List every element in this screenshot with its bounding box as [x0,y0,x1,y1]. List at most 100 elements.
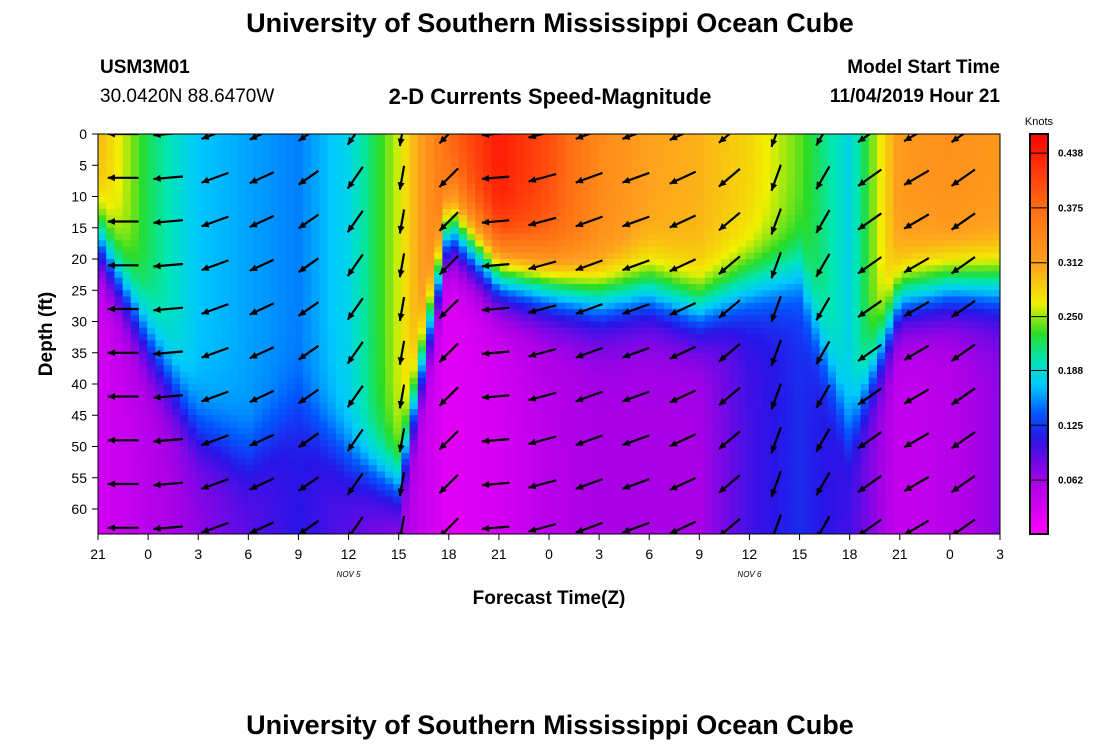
heat-cell [180,202,189,210]
heat-cell [286,240,296,248]
heat-cell [114,277,124,285]
heat-cell [303,509,312,516]
heat-cell [278,202,288,210]
heat-cell [106,271,115,279]
heat-cell [278,459,288,466]
heat-cell [672,359,681,366]
heat-cell [204,384,214,391]
heat-cell [606,327,616,335]
heat-cell [565,265,575,273]
heat-cell [499,165,509,173]
heat-cell [303,521,312,529]
heat-cell [532,515,542,523]
heat-cell [401,527,411,534]
heat-cell [606,202,616,210]
heat-cell [614,190,624,198]
heat-cell [450,134,460,141]
heat-cell [655,340,665,348]
heat-cell [130,484,140,491]
heat-cell [565,377,575,385]
heat-cell [565,296,575,304]
heat-cell [524,515,534,523]
heat-cell [540,390,550,398]
heat-cell [327,502,337,510]
heat-cell [344,215,353,223]
heat-cell [335,159,345,166]
heat-cell [360,271,370,279]
heat-cell [409,502,419,510]
heat-cell [417,252,427,260]
heat-cell [155,302,165,310]
heat-cell [475,265,484,273]
heat-cell [376,346,386,354]
heat-cell [499,352,509,360]
heat-cell [319,252,329,260]
heat-cell [278,490,288,498]
heat-cell [196,315,206,323]
heat-cell [532,359,542,366]
heat-cell [491,384,501,391]
heat-cell [573,415,583,423]
heat-cell [581,177,591,185]
heat-cell [155,209,165,216]
heat-cell [294,415,304,423]
heat-cell [606,215,616,223]
heat-cell [532,259,542,266]
heat-cell [721,371,730,379]
heat-cell [212,321,222,329]
heat-cell [376,359,386,366]
heat-cell [245,477,255,485]
heat-cell [590,277,599,285]
heat-cell [729,515,739,523]
heat-cell [368,384,378,391]
heat-cell [499,359,509,366]
heat-cell [139,365,148,373]
heat-cell [335,477,345,485]
heat-cell [499,177,509,185]
heat-cell [614,459,624,466]
heat-cell [631,346,640,354]
heat-cell [294,302,304,310]
heat-cell [688,196,698,204]
heat-cell [680,452,689,460]
heat-cell [368,471,378,479]
heat-cell [311,371,320,379]
heat-cell [696,477,706,485]
heat-cell [327,509,337,516]
heat-cell [549,371,558,379]
heat-cell [360,327,370,335]
heat-cell [163,477,173,485]
heat-cell [196,346,206,354]
heat-cell [114,146,124,154]
heat-cell [368,284,378,291]
heat-cell [483,152,493,160]
heat-cell [139,184,148,191]
heat-cell [335,496,345,504]
heat-cell [212,465,222,473]
heat-cell [672,521,681,529]
heat-cell [286,221,296,229]
heat-cell [409,284,419,291]
heat-cell [696,184,706,191]
heat-cell [376,377,386,385]
heat-cell [122,409,132,416]
heat-cell [696,352,706,360]
heat-cell [672,152,681,160]
heat-cell [335,346,345,354]
heat-cell [426,440,435,448]
heat-cell [713,146,722,154]
heat-cell [352,271,361,279]
heat-cell [278,396,288,404]
heat-cell [532,527,542,534]
heat-cell [385,521,394,529]
heat-cell [647,434,657,441]
heat-cell [139,459,148,466]
heat-cell [393,215,402,223]
heat-cell [401,302,411,310]
heat-cell [245,202,255,210]
heat-cell [180,296,189,304]
heat-cell [598,252,607,260]
heat-cell [573,446,583,454]
heat-cell [221,252,230,260]
heat-cell [713,246,722,254]
